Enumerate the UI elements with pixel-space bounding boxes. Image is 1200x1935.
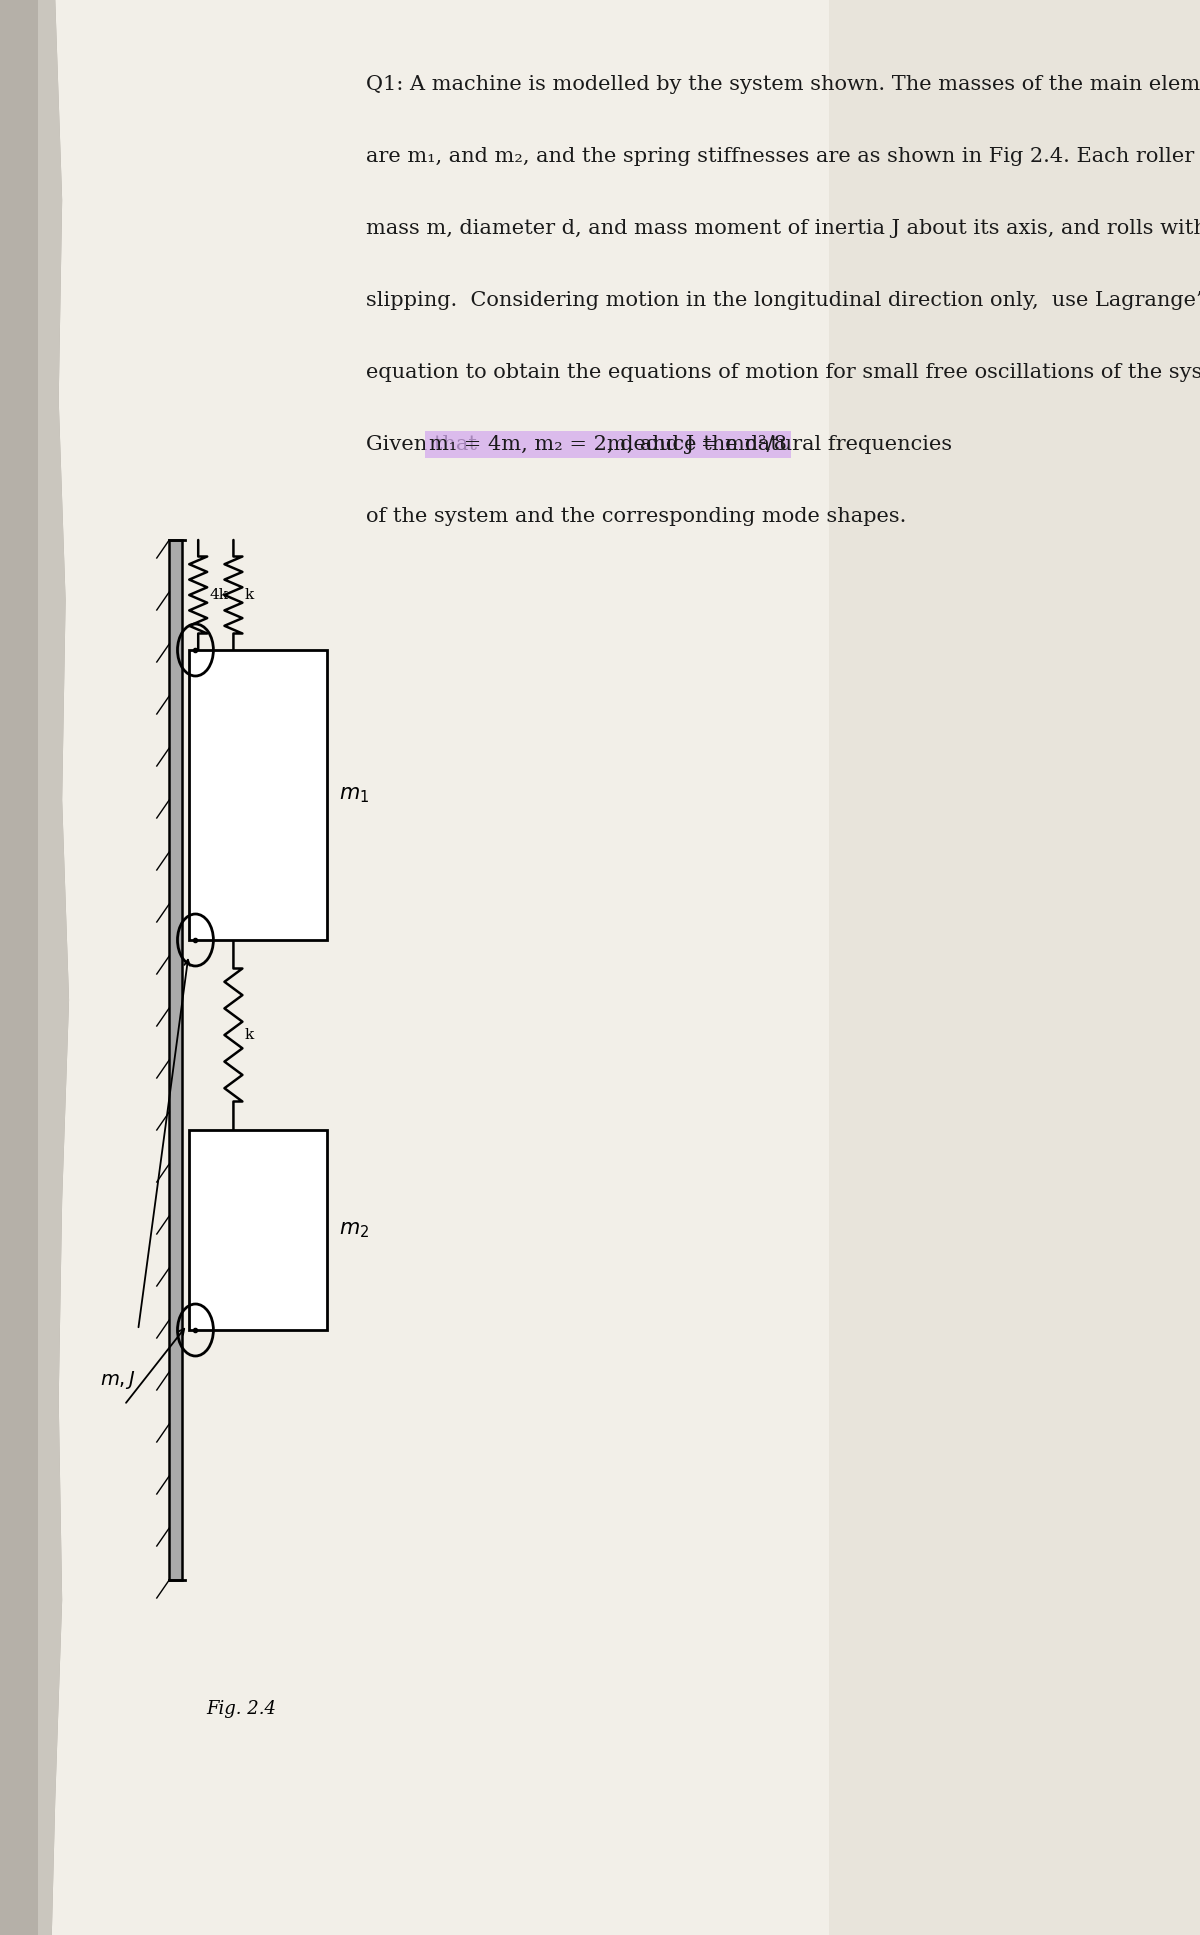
Text: Q1: A machine is modelled by the system shown. The masses of the main elements: Q1: A machine is modelled by the system … xyxy=(366,75,1200,95)
Text: k: k xyxy=(245,1027,253,1043)
Text: $m_2$: $m_2$ xyxy=(340,1221,370,1240)
FancyBboxPatch shape xyxy=(188,650,326,940)
Polygon shape xyxy=(38,0,70,1935)
Text: of the system and the corresponding mode shapes.: of the system and the corresponding mode… xyxy=(366,507,906,526)
Text: , deduce the natural frequencies: , deduce the natural frequencies xyxy=(607,435,952,455)
Text: are m₁, and m₂, and the spring stiffnesses are as shown in Fig 2.4. Each roller : are m₁, and m₂, and the spring stiffness… xyxy=(366,147,1200,166)
Polygon shape xyxy=(0,0,70,1935)
Text: m₁ = 4m, m₂ = 2m, and J = md²/8: m₁ = 4m, m₂ = 2m, and J = md²/8 xyxy=(430,435,787,455)
FancyBboxPatch shape xyxy=(188,1130,326,1329)
FancyBboxPatch shape xyxy=(0,0,829,1935)
Text: slipping.  Considering motion in the longitudinal direction only,  use Lagrange’: slipping. Considering motion in the long… xyxy=(366,290,1200,310)
FancyBboxPatch shape xyxy=(169,540,181,1581)
Text: Given that: Given that xyxy=(366,435,484,455)
Text: $m, J$: $m, J$ xyxy=(100,1368,137,1391)
Text: $m_1$: $m_1$ xyxy=(340,786,370,805)
Text: equation to obtain the equations of motion for small free oscillations of the sy: equation to obtain the equations of moti… xyxy=(366,364,1200,381)
Text: k: k xyxy=(245,588,253,602)
Text: 4k: 4k xyxy=(209,588,228,602)
Text: mass m, diameter d, and mass moment of inertia J about its axis, and rolls witho: mass m, diameter d, and mass moment of i… xyxy=(366,219,1200,238)
Text: Fig. 2.4: Fig. 2.4 xyxy=(206,1701,277,1718)
